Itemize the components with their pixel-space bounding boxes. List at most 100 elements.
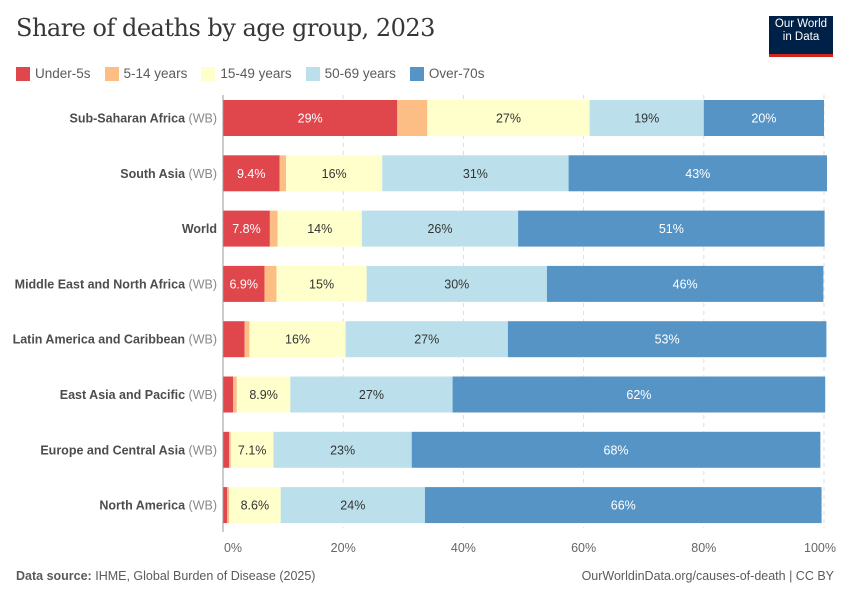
legend-item[interactable]: Under-5s bbox=[16, 66, 91, 81]
data-label: 51% bbox=[659, 222, 684, 236]
legend-item[interactable]: 15-49 years bbox=[201, 66, 292, 81]
legend-swatch bbox=[409, 66, 424, 81]
category-label: World bbox=[182, 222, 217, 236]
bar-segment bbox=[223, 210, 270, 247]
bar-segment bbox=[452, 376, 826, 413]
bar-segment bbox=[223, 265, 265, 302]
data-label: 62% bbox=[626, 388, 651, 402]
x-tick-label: 0% bbox=[224, 541, 242, 555]
bar-segment bbox=[223, 431, 230, 468]
bar-segment bbox=[279, 155, 287, 192]
data-label: 29% bbox=[298, 112, 323, 126]
bar-segment bbox=[703, 100, 824, 136]
bar-segment bbox=[276, 265, 367, 302]
data-label: 19% bbox=[634, 112, 659, 126]
bar-segment bbox=[361, 210, 519, 247]
bar-segment bbox=[277, 210, 362, 247]
legend-label: Under-5s bbox=[35, 66, 91, 81]
legend-swatch bbox=[201, 66, 216, 81]
bar-segment bbox=[223, 376, 234, 413]
bar-segment bbox=[244, 321, 250, 358]
data-label: 7.8% bbox=[232, 222, 261, 236]
data-label: 8.9% bbox=[249, 388, 278, 402]
bar-segment bbox=[223, 321, 245, 358]
owid-logo[interactable]: Our World in Data bbox=[769, 16, 833, 57]
category-label: Sub-Saharan Africa (WB) bbox=[70, 112, 217, 126]
data-label: 9.4% bbox=[237, 167, 266, 181]
data-label: 8.6% bbox=[241, 499, 270, 513]
source-label: Data source: bbox=[16, 569, 92, 583]
data-label: 46% bbox=[673, 277, 698, 291]
data-label: 14% bbox=[307, 222, 332, 236]
data-label: 15% bbox=[309, 277, 334, 291]
legend-item[interactable]: 50-69 years bbox=[305, 66, 396, 81]
bar-segment bbox=[233, 376, 237, 413]
data-label: 27% bbox=[359, 388, 384, 402]
bar-segment bbox=[280, 487, 425, 524]
bar-segment bbox=[229, 431, 231, 468]
data-label: 27% bbox=[414, 333, 439, 347]
bar-segment bbox=[290, 376, 453, 413]
data-label: 43% bbox=[685, 167, 710, 181]
data-label: 66% bbox=[611, 499, 636, 513]
bar-segment bbox=[424, 487, 822, 524]
category-label: Middle East and North Africa (WB) bbox=[15, 277, 217, 291]
x-tick-label: 20% bbox=[331, 541, 356, 555]
bar-segment bbox=[568, 155, 828, 192]
data-label: 16% bbox=[322, 167, 347, 181]
legend-swatch bbox=[16, 66, 30, 81]
bar-segment bbox=[223, 487, 228, 524]
bar-segment bbox=[546, 265, 824, 302]
legend-label: 15-49 years bbox=[220, 66, 292, 81]
data-label: 53% bbox=[655, 333, 680, 347]
x-tick-label: 40% bbox=[451, 541, 476, 555]
legend-item[interactable]: Over-70s bbox=[409, 66, 484, 81]
bar-segment bbox=[518, 210, 825, 247]
bar-segment bbox=[286, 155, 383, 192]
legend-swatch bbox=[104, 66, 119, 81]
category-label: East Asia and Pacific (WB) bbox=[60, 388, 217, 402]
data-label: 31% bbox=[463, 167, 488, 181]
bar-segment bbox=[230, 431, 274, 468]
bar-segment bbox=[269, 210, 278, 247]
bar-segment bbox=[227, 487, 230, 524]
data-label: 7.1% bbox=[238, 443, 267, 457]
bar-segment bbox=[366, 265, 547, 302]
bar-segment bbox=[397, 100, 428, 136]
data-label: 6.9% bbox=[229, 277, 258, 291]
category-label: South Asia (WB) bbox=[120, 167, 217, 181]
bar-segment bbox=[273, 431, 412, 468]
data-label: 16% bbox=[285, 333, 310, 347]
legend-label: 5-14 years bbox=[123, 66, 188, 81]
bar-segment bbox=[223, 100, 398, 136]
data-label: 26% bbox=[427, 222, 452, 236]
data-label: 24% bbox=[340, 499, 365, 513]
chart-title: Share of deaths by age group, 2023 bbox=[16, 14, 435, 42]
data-label: 27% bbox=[496, 112, 521, 126]
data-source: Data source: IHME, Global Burden of Dise… bbox=[16, 569, 315, 583]
bar-segment bbox=[249, 321, 346, 358]
legend-swatch bbox=[305, 66, 320, 81]
x-tick-label: 80% bbox=[691, 541, 716, 555]
category-label: Europe and Central Asia (WB) bbox=[40, 443, 217, 457]
legend-label: 50-69 years bbox=[324, 66, 396, 81]
legend: Under-5s 5-14 years 15-49 years 50-69 years… bbox=[16, 66, 484, 81]
bar-segment bbox=[229, 487, 281, 524]
data-label: 20% bbox=[751, 112, 776, 126]
x-tick-label: 60% bbox=[571, 541, 596, 555]
bar-segment bbox=[345, 321, 508, 358]
bar-segment bbox=[507, 321, 827, 358]
bar-segment bbox=[223, 155, 280, 192]
bar-segment bbox=[264, 265, 277, 302]
bar-segment bbox=[382, 155, 569, 192]
data-label: 23% bbox=[330, 443, 355, 457]
credit-link[interactable]: OurWorldinData.org/causes-of-death | CC … bbox=[581, 569, 834, 583]
legend-item[interactable]: 5-14 years bbox=[104, 66, 188, 81]
source-text: IHME, Global Burden of Disease (2025) bbox=[95, 569, 316, 583]
bar-segment bbox=[236, 376, 291, 413]
x-tick-label: 100% bbox=[804, 541, 836, 555]
data-label: 68% bbox=[604, 443, 629, 457]
bar-segment bbox=[411, 431, 821, 468]
bar-segment bbox=[589, 100, 704, 136]
